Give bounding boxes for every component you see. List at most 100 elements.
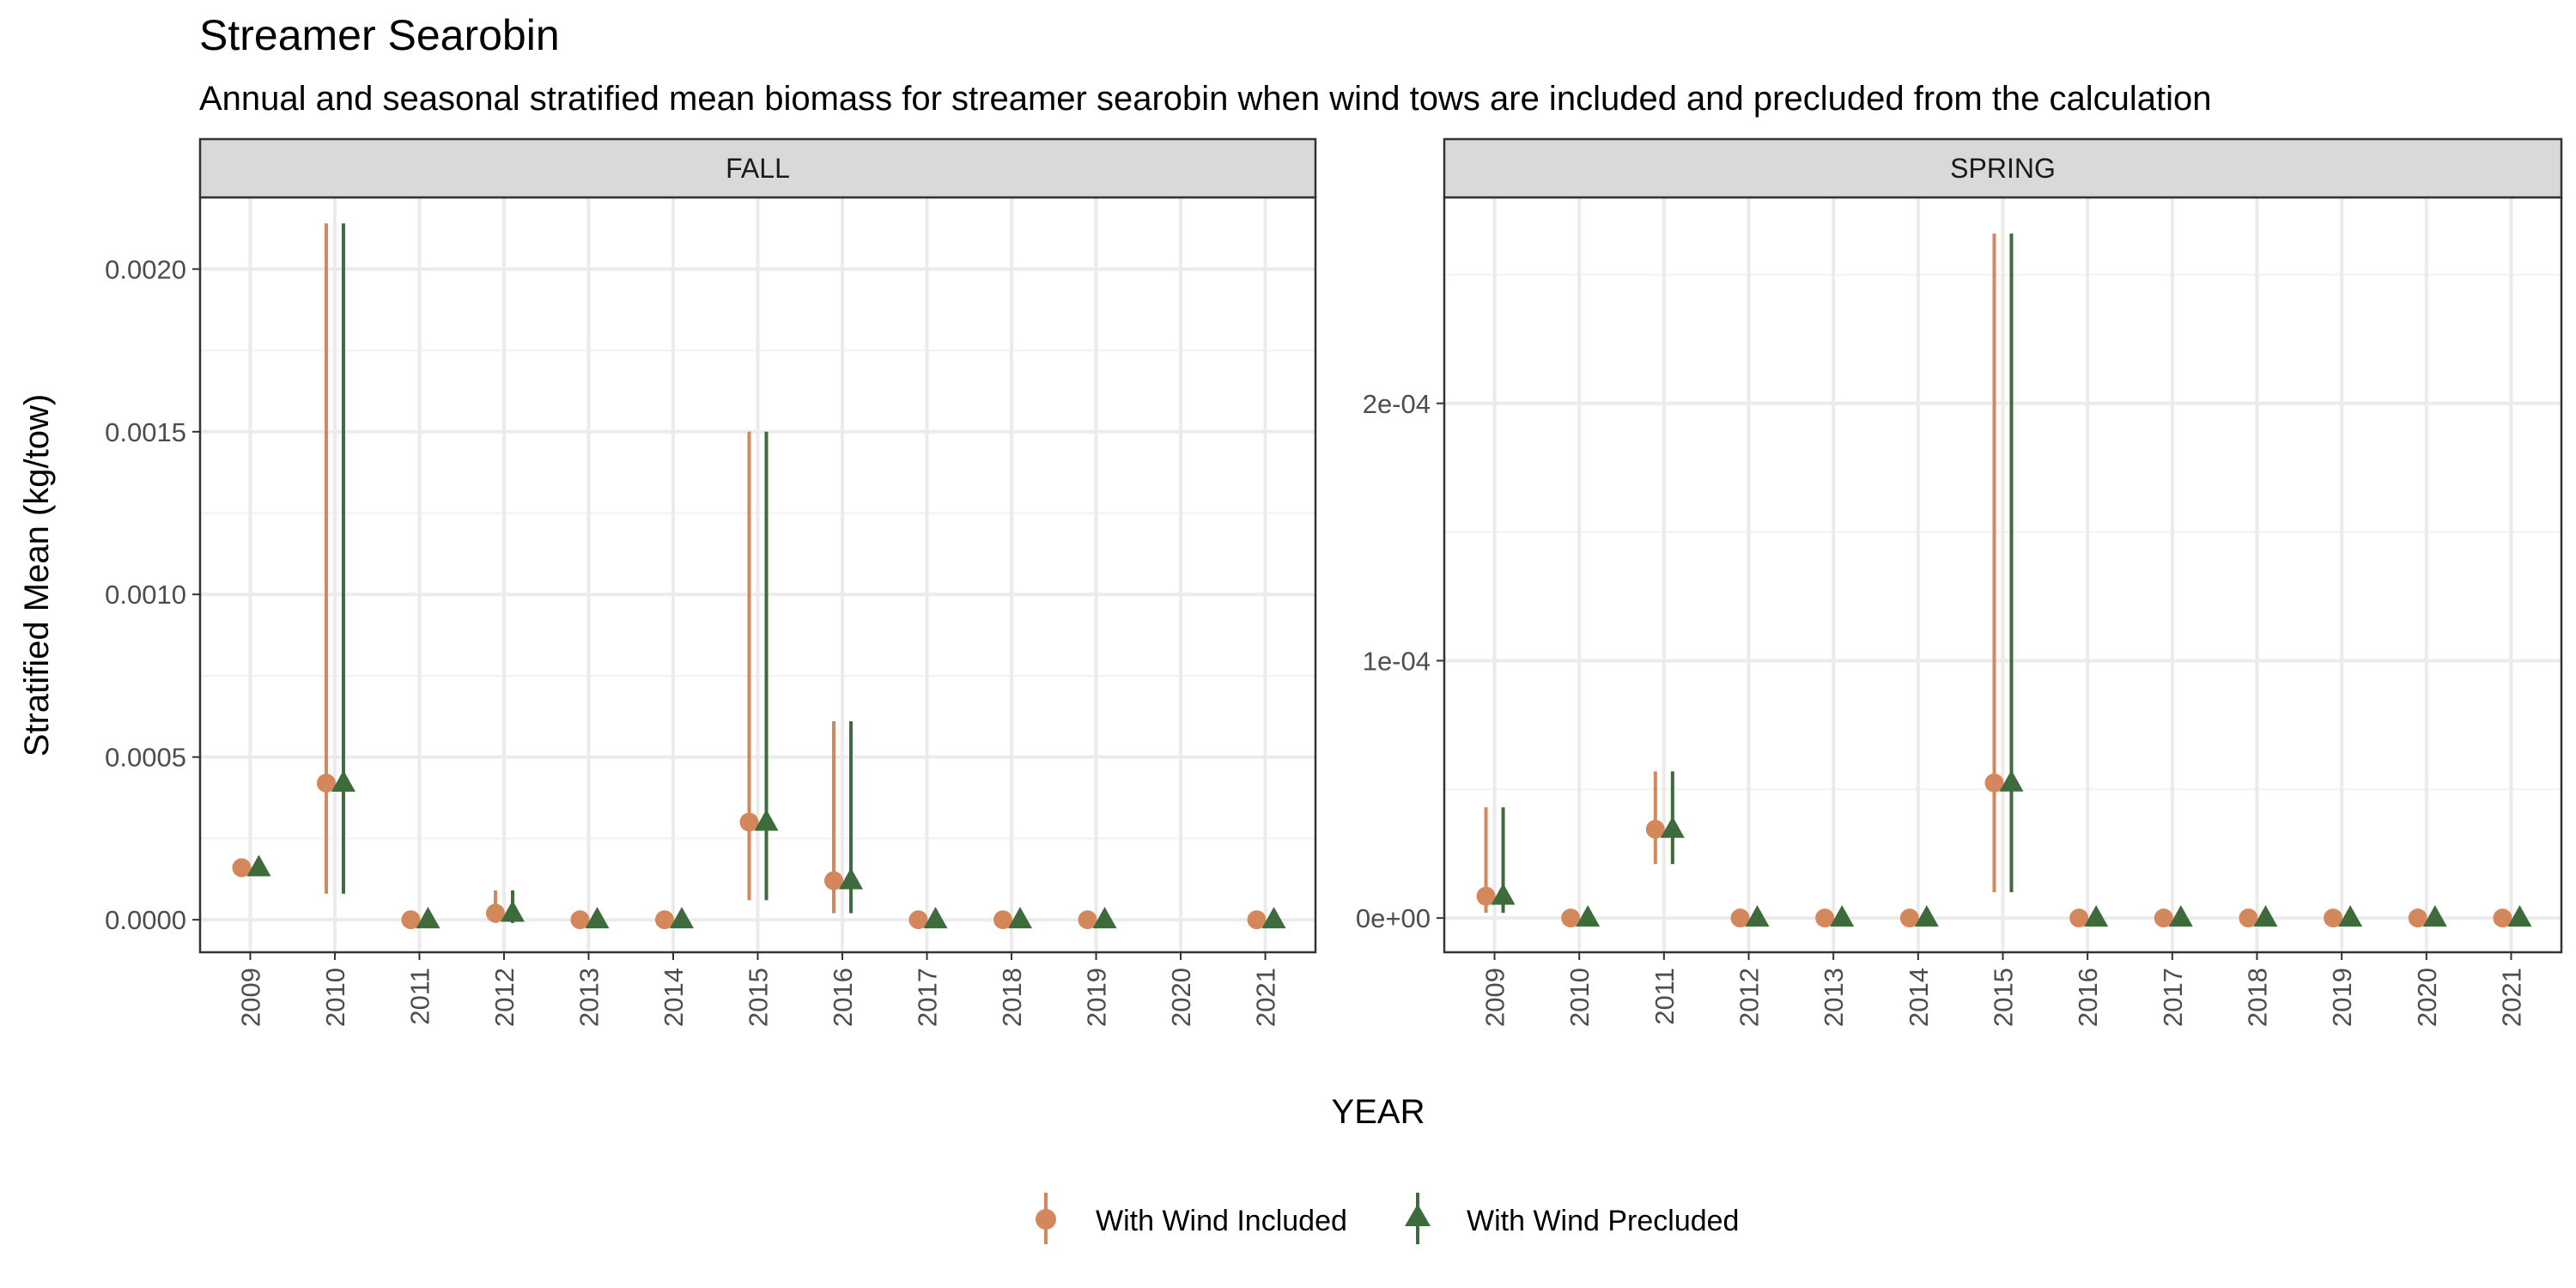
series-wind-included bbox=[232, 223, 1267, 930]
data-point-circle bbox=[739, 812, 759, 832]
x-tick-label: 2019 bbox=[2327, 968, 2357, 1027]
data-point-circle bbox=[1645, 819, 1665, 839]
x-tick-label: 2019 bbox=[1082, 968, 1112, 1027]
x-tick-label: 2020 bbox=[1166, 968, 1196, 1027]
legend: With Wind Included With Wind Precluded bbox=[1036, 1193, 1739, 1244]
x-tick-label: 2011 bbox=[404, 968, 434, 1025]
data-point-triangle bbox=[1008, 907, 1033, 929]
data-point-circle bbox=[1476, 886, 1496, 906]
y-tick-label: 0.0010 bbox=[105, 580, 186, 610]
data-point-triangle bbox=[754, 809, 779, 831]
facet-label: SPRING bbox=[1950, 153, 2056, 184]
data-point-triangle bbox=[1092, 907, 1117, 929]
data-point-circle bbox=[485, 903, 505, 923]
data-point-circle bbox=[232, 858, 252, 878]
data-point-triangle bbox=[2422, 905, 2447, 927]
x-tick-label: 2012 bbox=[489, 968, 519, 1027]
y-tick-label: 0.0015 bbox=[105, 417, 186, 447]
y-tick-label: 0.0020 bbox=[105, 254, 186, 284]
data-point-circle bbox=[2324, 908, 2343, 928]
x-tick-label: 2013 bbox=[1819, 968, 1849, 1027]
y-tick-label: 2e-04 bbox=[1363, 389, 1431, 419]
data-point-triangle bbox=[2168, 905, 2193, 927]
data-point-circle bbox=[654, 910, 674, 930]
x-tick-label: 2009 bbox=[1480, 968, 1510, 1027]
x-tick-label: 2014 bbox=[659, 968, 689, 1027]
data-point-triangle bbox=[1576, 905, 1601, 927]
y-axis-label: Stratified Mean (kg/tow) bbox=[18, 394, 56, 756]
data-point-circle bbox=[1984, 773, 2004, 793]
data-point-circle bbox=[908, 910, 928, 930]
data-point-triangle bbox=[669, 907, 694, 929]
legend-key-triangle-mark bbox=[1405, 1204, 1431, 1226]
facet-strip bbox=[198, 137, 1317, 199]
y-tick-label: 1e-04 bbox=[1363, 646, 1431, 676]
y-tick-label: 0.0000 bbox=[105, 905, 186, 935]
x-tick-label: 2021 bbox=[1251, 968, 1281, 1027]
panel-spring: SPRING 0e+00 1e-04 2e-04 2009 2010 2011 2012 201… bbox=[1356, 137, 2563, 1027]
legend-item-precluded: With Wind Precluded bbox=[1405, 1193, 1739, 1244]
data-point-circle bbox=[1815, 908, 1835, 928]
data-point-triangle bbox=[1660, 816, 1685, 838]
x-tick-label: 2016 bbox=[828, 968, 858, 1027]
data-point-circle bbox=[2493, 908, 2512, 928]
data-point-circle bbox=[2154, 908, 2173, 928]
data-point-triangle bbox=[1999, 769, 2024, 792]
x-tick-label: 2015 bbox=[744, 968, 774, 1027]
data-point-triangle bbox=[331, 769, 355, 792]
chart-title: Streamer Searobin bbox=[199, 11, 560, 59]
x-tick-label: 2013 bbox=[574, 968, 604, 1027]
data-point-triangle bbox=[2338, 905, 2363, 927]
data-point-triangle bbox=[1491, 883, 1516, 905]
facet-label: FALL bbox=[726, 153, 790, 184]
panel-border bbox=[198, 196, 1317, 954]
x-tick-label: 2014 bbox=[1904, 968, 1934, 1027]
data-point-circle bbox=[1247, 910, 1267, 930]
x-tick-label: 2012 bbox=[1735, 968, 1765, 1027]
x-tick-label: 2010 bbox=[1564, 968, 1595, 1027]
data-point-circle bbox=[2069, 908, 2089, 928]
data-point-triangle bbox=[2084, 905, 2109, 927]
data-point-triangle bbox=[1261, 907, 1286, 929]
chart-subtitle: Annual and seasonal stratified mean biom… bbox=[199, 80, 2212, 118]
data-point-triangle bbox=[2507, 905, 2532, 927]
legend-key-circle-mark bbox=[1036, 1209, 1056, 1230]
x-tick-label: 2018 bbox=[2242, 968, 2272, 1027]
x-tick-label: 2020 bbox=[2412, 968, 2442, 1027]
x-tick-label: 2017 bbox=[2158, 968, 2188, 1027]
legend-key-triangle bbox=[1405, 1193, 1431, 1244]
data-point-circle bbox=[1561, 908, 1581, 928]
panel-fall: FALL 0.0000 0.0005 0.0010 0.0015 0.0020 2009 20… bbox=[105, 137, 1317, 1027]
data-point-circle bbox=[2239, 908, 2258, 928]
data-point-triangle bbox=[1914, 905, 1939, 927]
data-point-circle bbox=[316, 773, 336, 793]
x-tick-label: 2017 bbox=[913, 968, 943, 1027]
x-tick-label: 2009 bbox=[235, 968, 265, 1027]
x-tick-label: 2021 bbox=[2496, 968, 2526, 1027]
series-wind-precluded bbox=[246, 223, 1286, 929]
x-tick-label: 2011 bbox=[1649, 968, 1680, 1025]
data-point-triangle bbox=[585, 907, 610, 929]
data-point-triangle bbox=[1830, 905, 1855, 927]
data-point-circle bbox=[1730, 908, 1750, 928]
data-point-circle bbox=[993, 910, 1013, 930]
facet-strip bbox=[1443, 137, 2563, 199]
data-point-circle bbox=[824, 871, 844, 890]
series-wind-included bbox=[1476, 233, 2512, 928]
legend-label-precluded: With Wind Precluded bbox=[1467, 1205, 1739, 1237]
data-point-circle bbox=[2408, 908, 2427, 928]
data-point-circle bbox=[401, 910, 421, 930]
data-point-triangle bbox=[416, 907, 440, 929]
x-tick-label: 2010 bbox=[320, 968, 350, 1027]
series-wind-precluded bbox=[1491, 233, 2532, 927]
data-point-triangle bbox=[2253, 905, 2278, 927]
data-point-circle bbox=[570, 910, 590, 930]
data-point-triangle bbox=[923, 907, 948, 929]
data-point-triangle bbox=[839, 867, 864, 890]
y-tick-label: 0e+00 bbox=[1356, 903, 1431, 933]
panel-border bbox=[1443, 196, 2563, 954]
x-axis-label: YEAR bbox=[1332, 1093, 1425, 1131]
data-point-circle bbox=[1899, 908, 1919, 928]
legend-label-included: With Wind Included bbox=[1096, 1205, 1347, 1237]
